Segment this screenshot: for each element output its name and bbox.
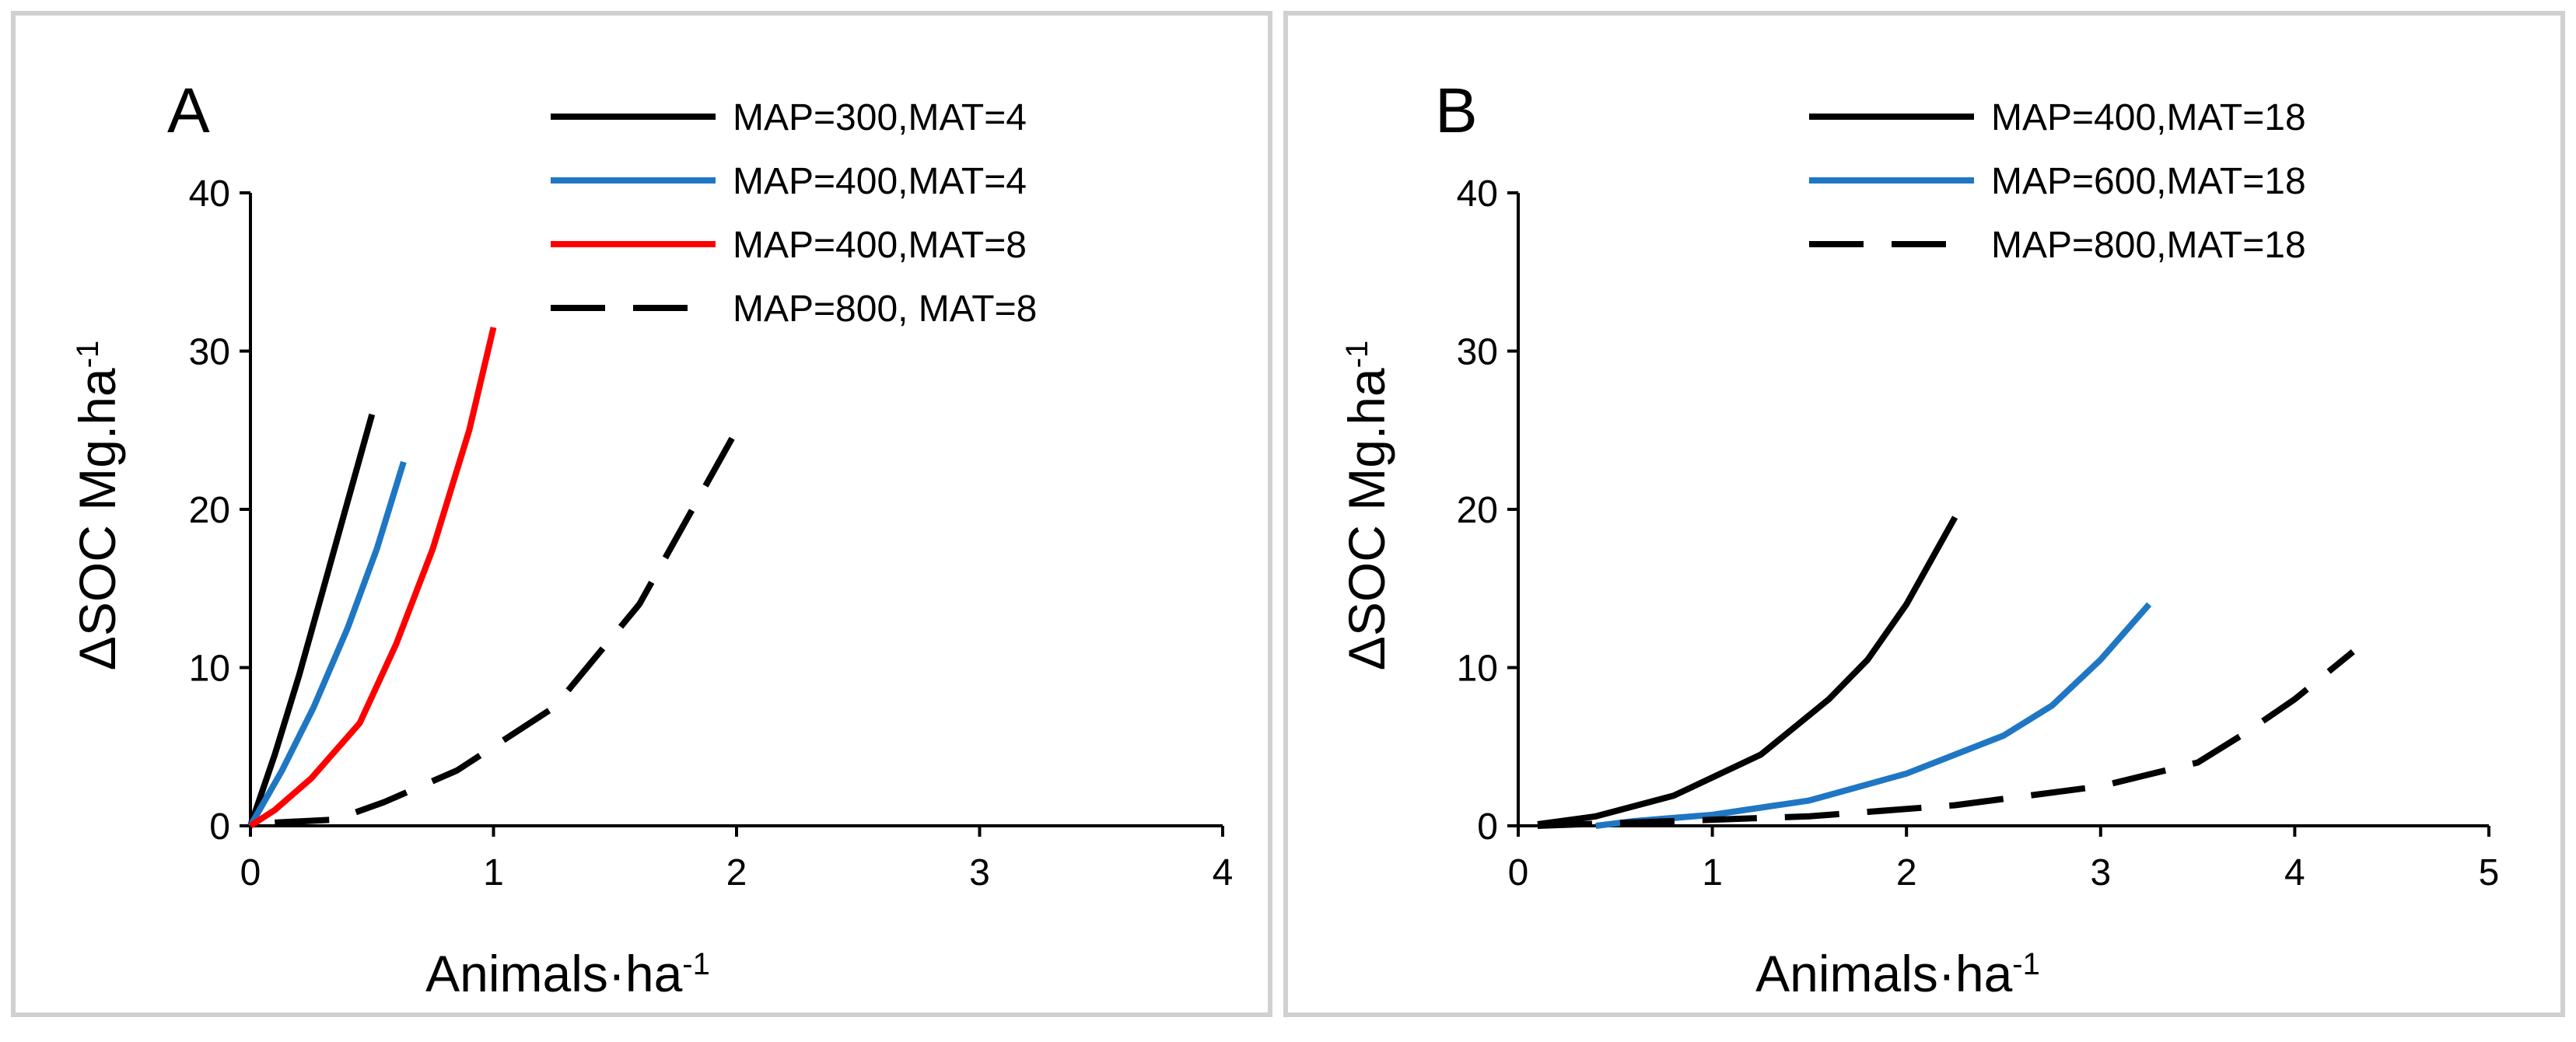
panel-b-xlabel-text: Animals·ha — [1755, 945, 2012, 1002]
panel-b-series-line-1 — [1537, 516, 1958, 827]
panel-b-legend-label-2: MAP=600,MAT=18 — [1991, 161, 2306, 202]
panel-b-x-tick-label: 3 — [2090, 852, 2111, 893]
panel-b-y-tick-label: 10 — [1457, 649, 1498, 690]
panel-b-x-tick-label: 2 — [1896, 852, 1917, 893]
panel-b-legend-label-1: MAP=400,MAT=18 — [1991, 97, 2306, 138]
panel-a-xlabel-sup: -1 — [682, 947, 710, 981]
panel-a-series-line-2 — [247, 460, 407, 827]
panel-b-ylabel-sup: -1 — [1340, 341, 1374, 369]
panel-b-x-tick-label: 0 — [1508, 852, 1529, 893]
panel-b-legend-label-3: MAP=800,MAT=18 — [1991, 225, 2306, 266]
panel-b-label: B — [1435, 75, 1478, 146]
panel-b-xlabel: Animals·ha-1 — [1755, 945, 2040, 1002]
panel-a-y-tick-label: 0 — [209, 806, 230, 848]
panel-b-x-tick-label: 4 — [2284, 852, 2305, 893]
panel-a-x-tick-label: 2 — [726, 852, 747, 893]
panel-a-y-tick-label: 20 — [189, 490, 230, 531]
panel-b-x-tick-label: 1 — [1702, 852, 1723, 893]
panel-a-x-tick-label: 4 — [1213, 852, 1234, 893]
panel-a-series-line-1 — [247, 413, 376, 827]
panel-b-x-tick-label: 5 — [2479, 852, 2500, 893]
panel-b-series-line-3 — [1537, 649, 2355, 829]
panel-a-label: A — [167, 75, 210, 146]
panel-a-x-tick-label: 3 — [969, 852, 990, 893]
panel-a-y-tick-label: 10 — [189, 649, 230, 690]
panel-a-ylabel: ΔSOC Mg.ha-1 — [68, 341, 126, 670]
panel-a-ylabel-sup: -1 — [71, 341, 105, 369]
panel-b-y-tick-label: 20 — [1457, 490, 1498, 531]
panel-a-legend-label-2: MAP=400,MAT=4 — [733, 161, 1027, 202]
panel-a-y-tick-label: 30 — [189, 332, 230, 373]
panel-a-legend-label-4: MAP=800, MAT=8 — [733, 288, 1037, 330]
panel-a-xlabel: Animals·ha-1 — [425, 945, 710, 1002]
panel-b-y-tick-label: 40 — [1457, 173, 1498, 215]
panel-a-ylabel-text: ΔSOC Mg.ha — [68, 368, 126, 670]
panel-a-xlabel-text: Animals·ha — [425, 945, 682, 1002]
panel-a-x-tick-label: 0 — [240, 852, 261, 893]
panel-a-legend-label-1: MAP=300,MAT=4 — [733, 97, 1027, 138]
panel-a-series-line-3 — [248, 327, 497, 829]
panel-b-y-tick-label: 30 — [1457, 332, 1498, 373]
panel-a-series-line-4 — [275, 428, 740, 826]
panel-b-ylabel: ΔSOC Mg.ha-1 — [1338, 341, 1395, 670]
panel-b-y-tick-label: 0 — [1477, 806, 1498, 848]
panel-a-x-tick-label: 1 — [483, 852, 504, 893]
panel-b-xlabel-sup: -1 — [2012, 947, 2040, 981]
panel-a-y-tick-label: 40 — [189, 173, 230, 215]
panel-a-legend-label-3: MAP=400,MAT=8 — [733, 225, 1027, 266]
panel-b-ylabel-text: ΔSOC Mg.ha — [1338, 368, 1395, 670]
